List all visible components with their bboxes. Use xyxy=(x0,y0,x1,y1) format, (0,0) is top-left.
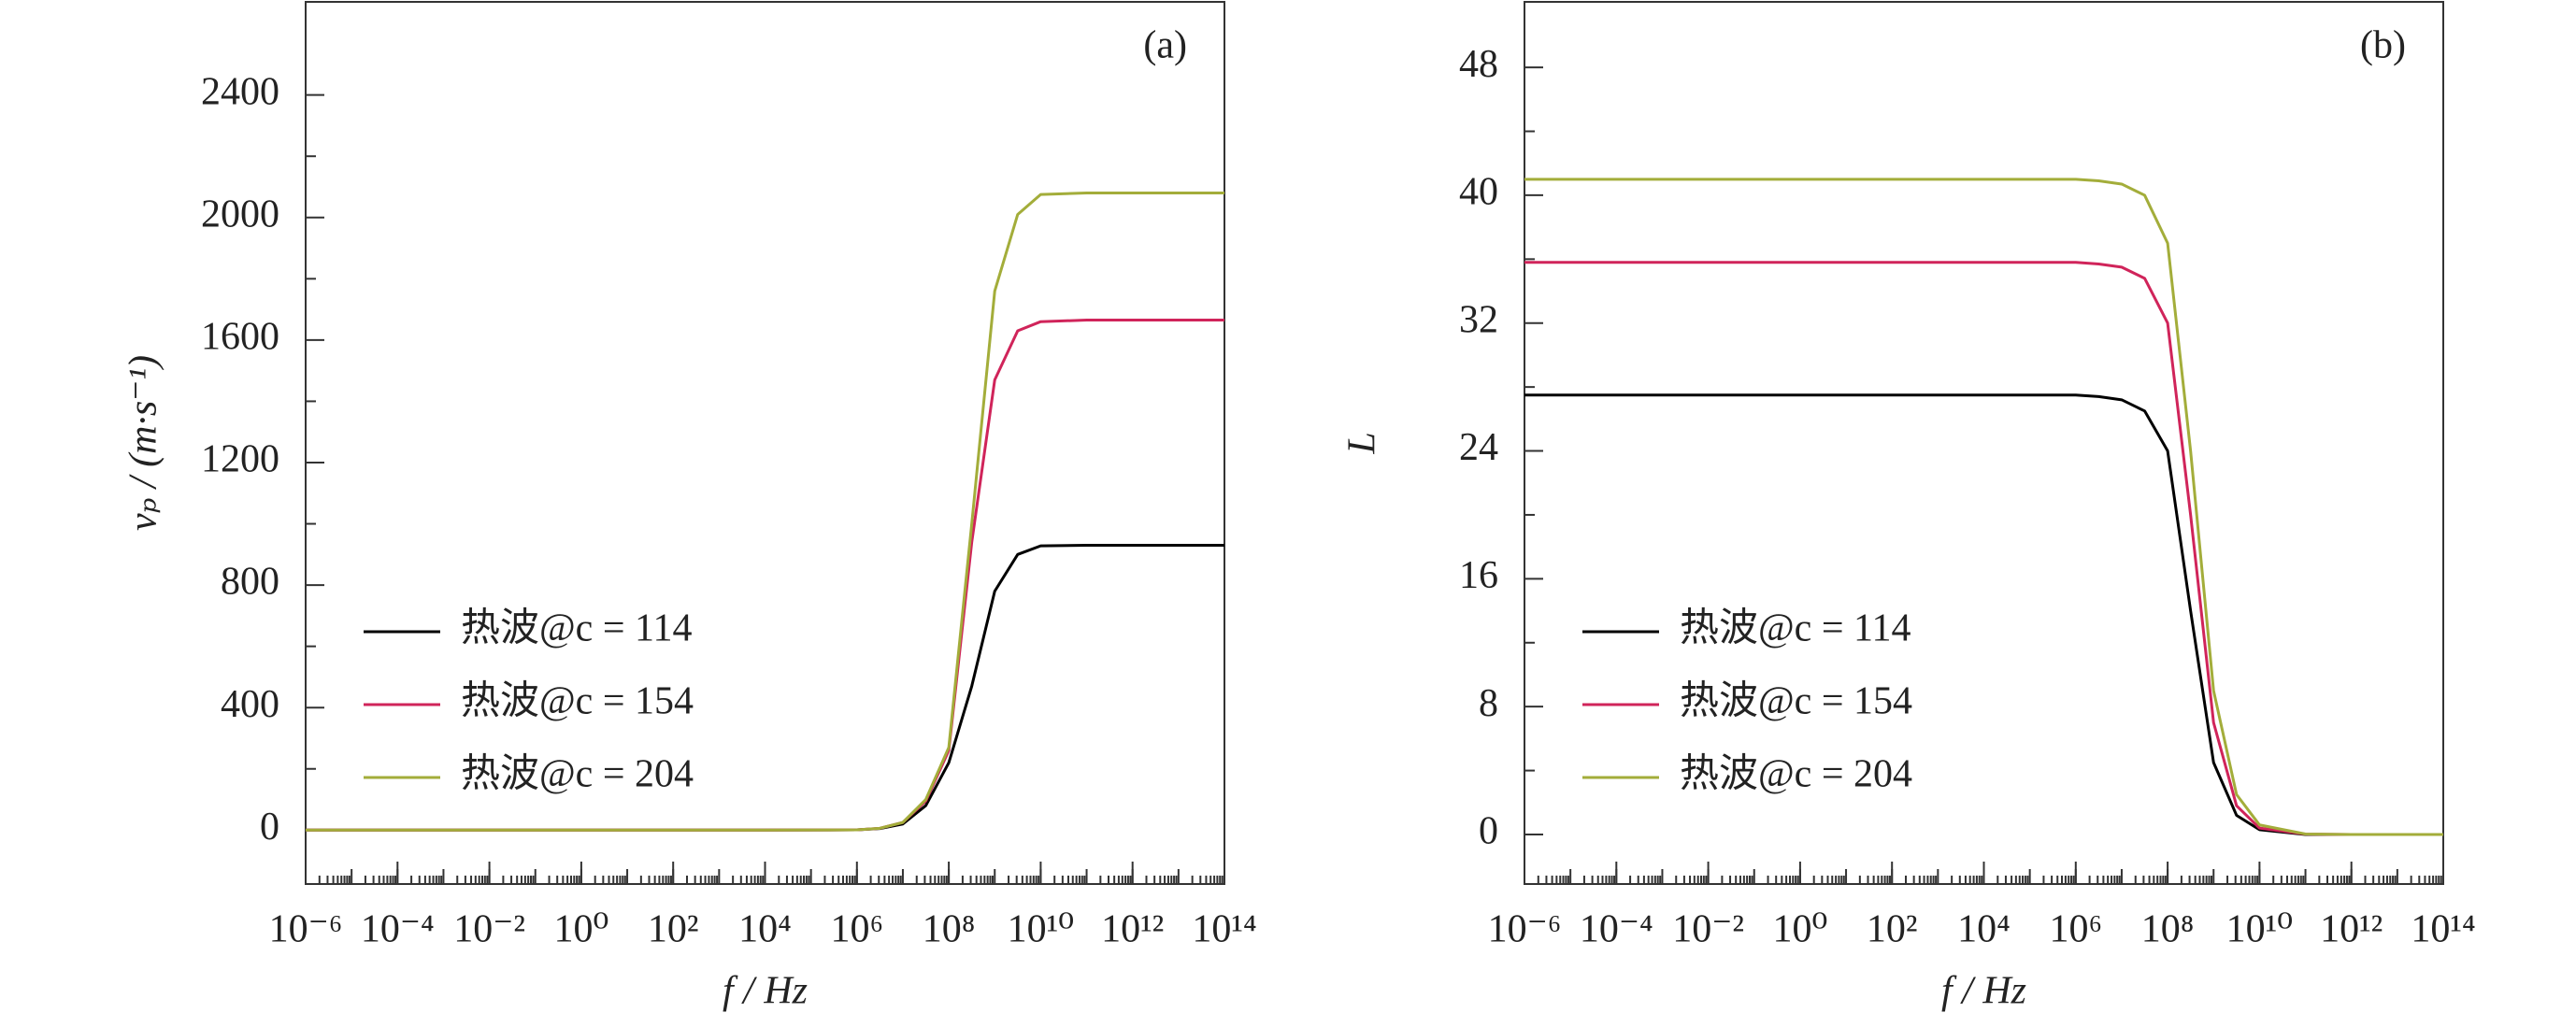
y-tick-label: 1600 xyxy=(201,316,279,359)
legend-label: 热波@c = 204 xyxy=(461,753,694,796)
x-tick-label: 10¹⁰ xyxy=(1008,908,1074,951)
x-tick-label: 10⁻² xyxy=(1672,908,1744,951)
x-tick-label: 10⁶ xyxy=(830,908,883,951)
x-tick-label: 10⁶ xyxy=(2049,908,2102,951)
x-tick-label: 10⁻⁶ xyxy=(1488,908,1562,951)
x-tick-label: 10¹⁴ xyxy=(2411,908,2475,951)
y-axis-label: vₚ / (m·s⁻¹) xyxy=(122,355,165,531)
y-tick-label: 1200 xyxy=(201,438,279,481)
y-tick-label: 2400 xyxy=(201,70,279,113)
y-tick-label: 24 xyxy=(1459,426,1498,469)
y-tick-label: 40 xyxy=(1459,171,1498,214)
legend-label: 热波@c = 114 xyxy=(461,607,692,650)
legend-label: 热波@c = 204 xyxy=(1680,753,1912,796)
x-axis-label: f / Hz xyxy=(723,970,808,1013)
x-tick-label: 10⁻⁴ xyxy=(361,908,435,951)
x-tick-label: 10¹² xyxy=(1101,908,1164,951)
y-tick-label: 48 xyxy=(1459,43,1498,86)
y-tick-label: 800 xyxy=(221,561,279,604)
x-tick-label: 10² xyxy=(1867,908,1918,951)
x-tick-label: 10⁻⁶ xyxy=(269,908,343,951)
legend-label: 热波@c = 154 xyxy=(461,680,694,723)
x-tick-label: 10⁸ xyxy=(923,908,976,951)
legend-label: 热波@c = 114 xyxy=(1680,607,1911,650)
x-tick-label: 10¹⁰ xyxy=(2226,908,2293,951)
y-axis-label: L xyxy=(1341,432,1384,454)
plot-frame xyxy=(1524,1,2444,885)
y-tick-label: 8 xyxy=(1479,682,1498,725)
y-tick-label: 32 xyxy=(1459,298,1498,341)
plot-frame xyxy=(305,1,1225,885)
x-tick-label: 10⁻⁴ xyxy=(1580,908,1653,951)
series-line xyxy=(1524,261,2443,836)
y-tick-label: 16 xyxy=(1459,554,1498,597)
series-line xyxy=(306,319,1224,832)
y-tick-label: 400 xyxy=(221,683,279,726)
series-line xyxy=(306,543,1224,832)
x-tick-label: 10⁻² xyxy=(453,908,525,951)
x-tick-label: 10⁰ xyxy=(1772,908,1827,951)
panel-label: (a) xyxy=(1143,24,1187,67)
x-tick-label: 10⁴ xyxy=(738,908,792,951)
series-line xyxy=(1524,178,2443,836)
y-tick-label: 2000 xyxy=(201,193,279,235)
legend-label: 热波@c = 154 xyxy=(1680,680,1912,723)
x-tick-label: 10¹² xyxy=(2320,908,2383,951)
x-tick-label: 10⁴ xyxy=(1957,908,2011,951)
y-tick-label: 0 xyxy=(1479,810,1498,853)
panel-label: (b) xyxy=(2360,24,2406,67)
x-tick-label: 10⁸ xyxy=(2141,908,2195,951)
x-tick-label: 10² xyxy=(648,908,699,951)
y-tick-label: 0 xyxy=(260,806,279,849)
x-tick-label: 10⁰ xyxy=(553,908,608,951)
series-line xyxy=(1524,393,2443,836)
x-axis-label: f / Hz xyxy=(1941,970,2026,1013)
x-tick-label: 10¹⁴ xyxy=(1192,908,1256,951)
series-line xyxy=(306,192,1224,832)
